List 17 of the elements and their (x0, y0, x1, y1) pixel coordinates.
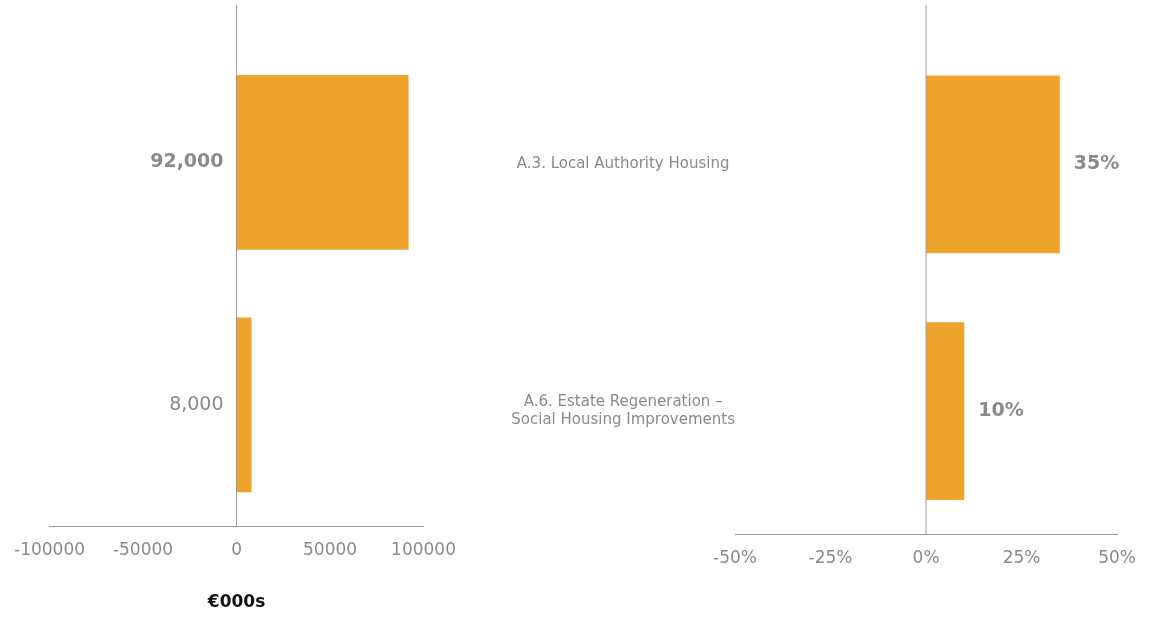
x-tick-label: 50% (1098, 547, 1137, 568)
x-tick-label: 100000 (391, 538, 457, 559)
y-tick-label: A.6. Estate Regeneration – Social Housing Improvements (511, 392, 736, 429)
x-tick-label: -50% (713, 547, 757, 568)
x-tick-label: 50000 (303, 538, 358, 559)
data-label: 8,000 (169, 391, 224, 414)
data-label: 92,000 (150, 149, 224, 172)
x-tick-label: -100000 (14, 538, 86, 559)
x-tick-label: -25% (808, 547, 853, 568)
data-label: 35% (1073, 151, 1120, 174)
x-tick-label: 0 (231, 538, 242, 559)
x-tick-label: 0% (912, 547, 940, 568)
data-label: 10% (978, 398, 1024, 421)
x-tick-label: -50000 (112, 538, 174, 559)
y-tick-label: A.3. Local Authority Housing (516, 154, 730, 173)
x-axis-title: €000s (206, 591, 266, 612)
x-tick-label: 25% (1002, 547, 1041, 568)
